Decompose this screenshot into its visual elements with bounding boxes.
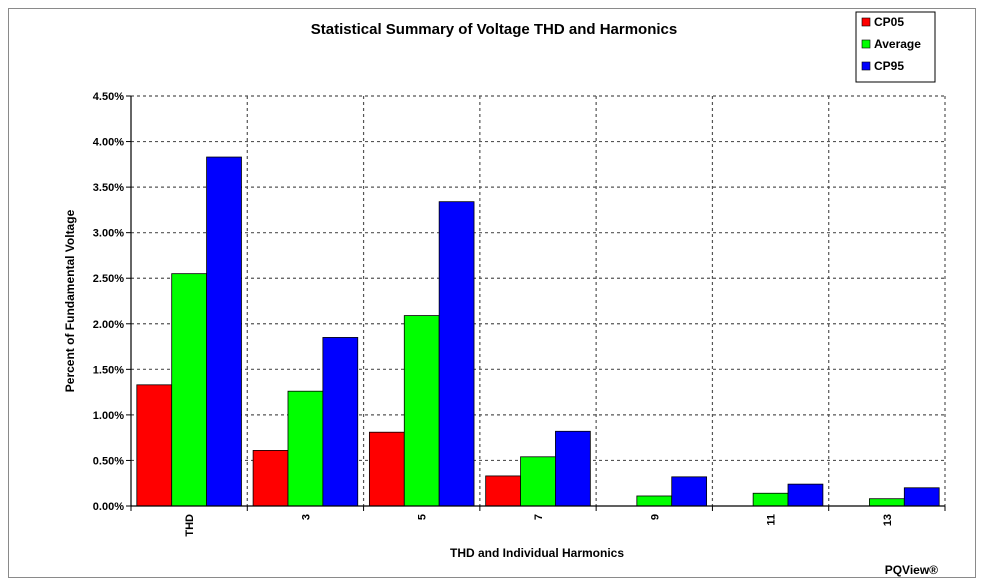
y-tick-label: 4.00% bbox=[93, 137, 124, 149]
bar-cp95-13 bbox=[903, 487, 940, 507]
y-tick-label: 1.50% bbox=[93, 364, 124, 376]
bar-average-11 bbox=[752, 492, 789, 507]
x-tick-label: THD bbox=[184, 514, 196, 537]
x-tick-label: 5 bbox=[417, 514, 429, 520]
y-tick-label: 3.50% bbox=[93, 182, 124, 194]
bar-cp95-7 bbox=[555, 430, 591, 507]
x-axis-label: THD and Individual Harmonics bbox=[450, 546, 624, 560]
y-tick-label: 3.00% bbox=[93, 228, 124, 240]
legend-swatch-cp95 bbox=[861, 61, 871, 71]
legend: CP05 Average CP95 bbox=[855, 11, 936, 83]
bar-cp95-5 bbox=[438, 201, 475, 507]
y-tick-label: 4.50% bbox=[93, 91, 124, 103]
bar-cp05-7 bbox=[485, 475, 521, 507]
x-tick-label: 13 bbox=[882, 514, 894, 526]
bar-cp95-9 bbox=[671, 476, 708, 507]
y-axis-label: Percent of Fundamental Voltage bbox=[63, 209, 77, 392]
y-tick-label: 2.50% bbox=[93, 273, 124, 285]
y-tick-label: 0.00% bbox=[93, 501, 124, 513]
bar-average-thd bbox=[171, 273, 207, 507]
x-tick-label: 3 bbox=[300, 514, 312, 520]
x-tick-label: 9 bbox=[649, 514, 661, 520]
x-tick-label: 11 bbox=[766, 514, 778, 526]
chart-title: Statistical Summary of Voltage THD and H… bbox=[311, 21, 677, 38]
legend-swatch-average bbox=[861, 39, 871, 49]
legend-label-cp95: CP95 bbox=[874, 59, 904, 73]
x-tick-label: 7 bbox=[533, 514, 545, 520]
bar-cp95-3 bbox=[322, 337, 359, 507]
y-tick-label: 0.50% bbox=[93, 455, 124, 467]
legend-label-cp05: CP05 bbox=[874, 15, 904, 29]
plot-area: 0.00% 0.50% 1.00% 1.50% 2.00% 2.50% 3.00% 3.50%… bbox=[93, 91, 946, 537]
bar-average-7 bbox=[520, 456, 556, 507]
bar-average-13 bbox=[869, 498, 905, 507]
y-tick-label: 2.00% bbox=[93, 319, 124, 331]
bar-average-3 bbox=[287, 390, 324, 507]
y-tick-label: 1.00% bbox=[93, 410, 124, 422]
bar-cp95-11 bbox=[787, 483, 824, 507]
bar-cp05-5 bbox=[368, 431, 405, 507]
legend-swatch-cp05 bbox=[861, 17, 871, 27]
legend-label-average: Average bbox=[874, 37, 921, 51]
bar-cp95-thd bbox=[206, 156, 242, 507]
bar-cp05-3 bbox=[252, 450, 289, 507]
bar-average-5 bbox=[403, 315, 440, 507]
watermark-text: PQView® bbox=[885, 563, 938, 577]
bar-average-9 bbox=[636, 495, 673, 507]
bar-cp05-thd bbox=[136, 384, 173, 507]
